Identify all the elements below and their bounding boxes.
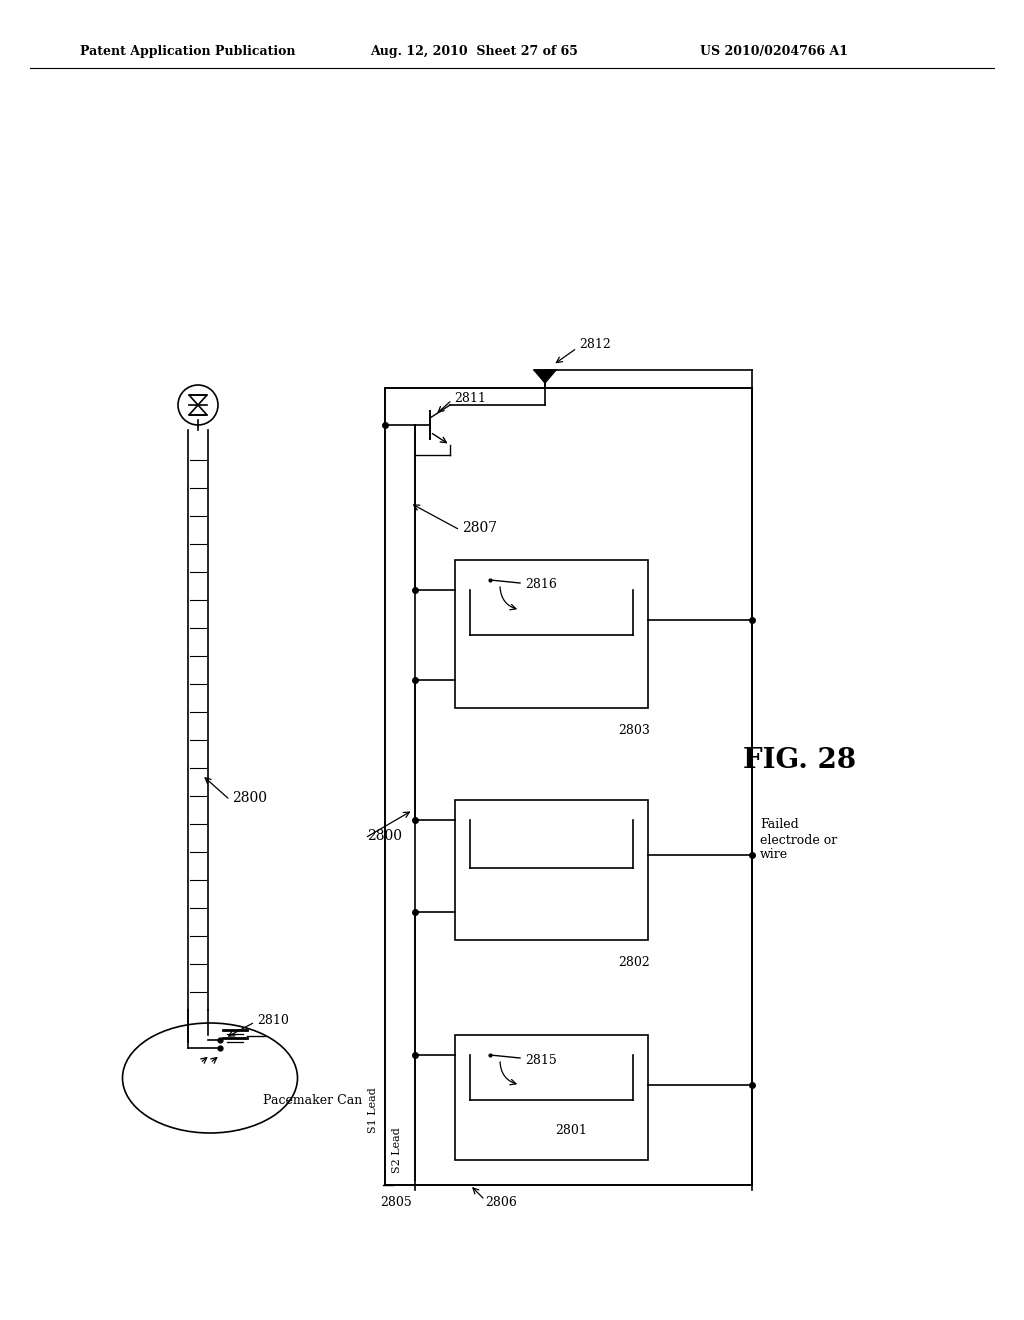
Text: Pacemaker Can: Pacemaker Can <box>263 1093 362 1106</box>
Text: Aug. 12, 2010  Sheet 27 of 65: Aug. 12, 2010 Sheet 27 of 65 <box>370 45 578 58</box>
Bar <box>455 800 648 940</box>
Text: S1 Lead: S1 Lead <box>368 1088 378 1133</box>
Text: 2811: 2811 <box>454 392 485 404</box>
Text: 2805: 2805 <box>380 1196 412 1209</box>
Text: S2 Lead: S2 Lead <box>392 1127 402 1173</box>
Bar <box>455 560 648 708</box>
Text: Failed
electrode or
wire: Failed electrode or wire <box>760 818 838 862</box>
Text: 2803: 2803 <box>618 723 650 737</box>
Text: FIG. 28: FIG. 28 <box>743 747 856 774</box>
Text: 2800: 2800 <box>367 829 402 843</box>
Text: 2816: 2816 <box>525 578 557 591</box>
Text: 2807: 2807 <box>462 521 497 535</box>
Text: 2815: 2815 <box>525 1053 557 1067</box>
Text: 2802: 2802 <box>618 956 650 969</box>
Bar <box>385 388 752 1185</box>
Bar <box>455 1035 648 1160</box>
Text: 2806: 2806 <box>485 1196 517 1209</box>
Text: US 2010/0204766 A1: US 2010/0204766 A1 <box>700 45 848 58</box>
Text: Patent Application Publication: Patent Application Publication <box>80 45 296 58</box>
Text: 2801: 2801 <box>555 1123 587 1137</box>
Text: 2810: 2810 <box>257 1014 289 1027</box>
Polygon shape <box>534 370 556 383</box>
Text: 2800: 2800 <box>232 791 267 805</box>
Text: 2812: 2812 <box>579 338 610 351</box>
